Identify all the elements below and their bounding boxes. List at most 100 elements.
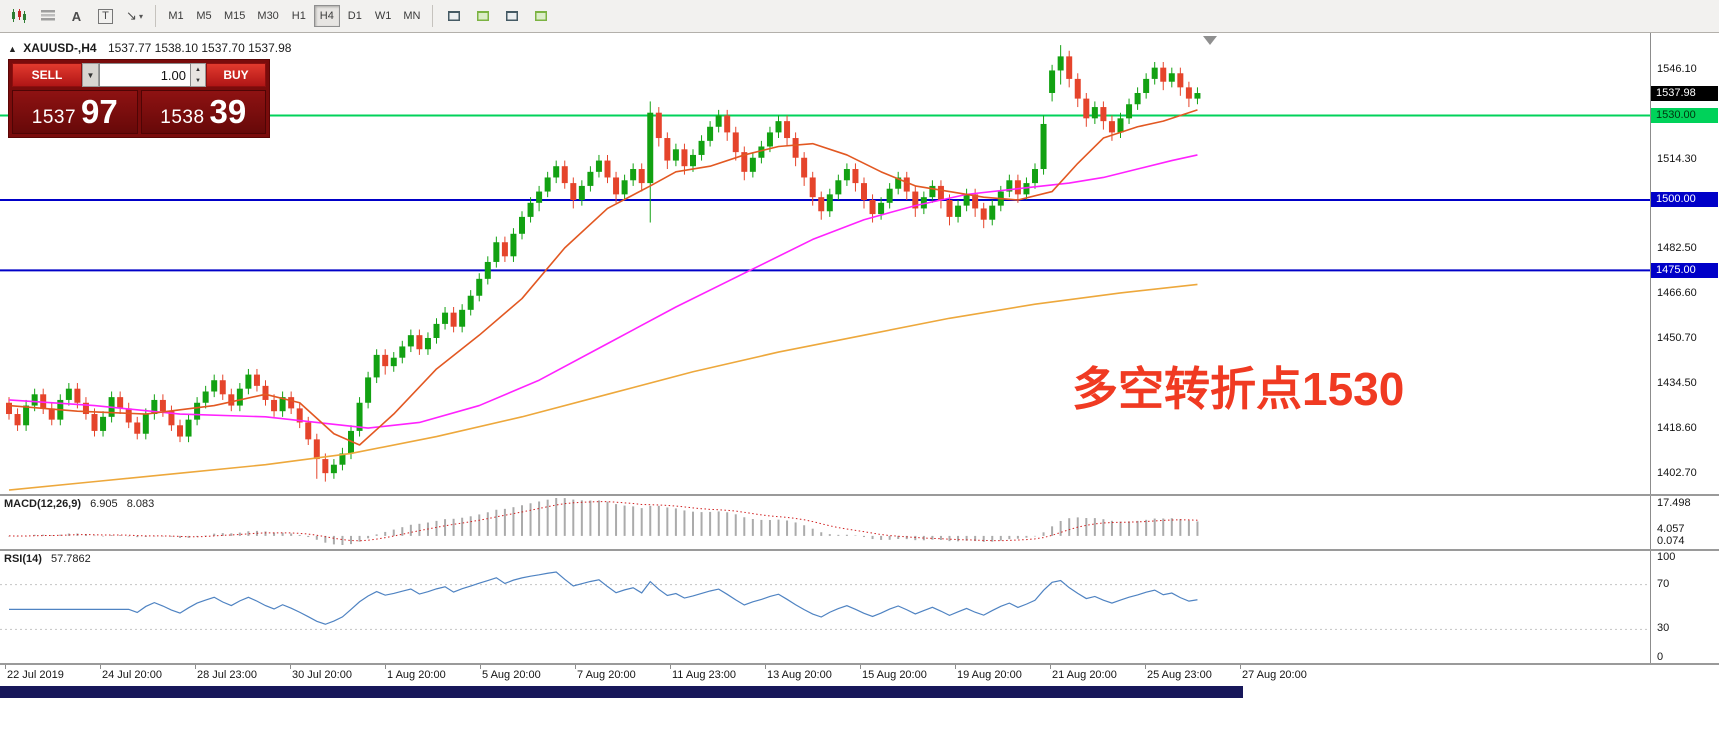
timeframe-button-w1[interactable]: W1 [374,10,392,22]
sell-price-button[interactable]: 1537 97 [12,90,138,134]
timeframe-button-h4[interactable]: H4 [313,5,340,27]
macd-histogram-bar [615,504,618,536]
candle-body [91,414,98,431]
macd-histogram-bar [281,532,284,536]
volume-dropdown-button[interactable]: ▼ [82,63,99,87]
macd-histogram-bar [546,499,549,536]
candlestick-chart-icon[interactable] [5,4,32,28]
timeframe-button-d1[interactable]: D1 [347,10,362,22]
bar-chart-icon[interactable] [34,4,61,28]
main-chart-svg[interactable] [0,33,1650,494]
time-axis-tick [290,665,291,669]
sell-price-main: 1537 [31,107,77,128]
price-axis-label: 1418.60 [1657,422,1697,435]
trade-panel-price-row: 1537 97 1538 39 [12,90,266,134]
macd-histogram-bar [914,535,917,541]
macd-histogram-bar [1136,520,1139,536]
macd-histogram-bar [247,531,250,536]
time-axis-tick [575,665,576,669]
chart-window-icon-2[interactable] [469,4,496,28]
macd-histogram-bar [580,500,583,536]
volume-up-button[interactable]: ▲ [195,66,201,73]
text-box-icon[interactable]: T [92,4,119,28]
chart-shift-marker[interactable] [1203,36,1217,45]
macd-histogram-bar [350,535,352,545]
time-axis-label: 15 Aug 20:00 [862,669,927,681]
macd-histogram-bar [478,514,481,536]
macd-histogram-bar [700,512,703,536]
buy-price-button[interactable]: 1538 39 [140,90,266,134]
candle-body [117,397,124,409]
macd-histogram-bar [401,527,404,536]
macd-main-value: 6.905 [90,498,118,510]
macd-histogram-bar [760,519,763,536]
macd-histogram-bar [307,535,310,538]
candle-body [655,112,662,139]
macd-histogram-bar [409,524,412,536]
macd-histogram-bar [33,534,36,536]
macd-histogram-bar [512,507,515,536]
candle-body [142,414,149,434]
timeframe-button-m5[interactable]: M5 [196,10,212,22]
chart-window-icon-4[interactable] [527,4,554,28]
candle-body [698,140,705,155]
macd-histogram-bar [905,535,908,540]
volume-input[interactable] [99,63,191,87]
draw-arrows-icon[interactable]: ↘ ▾ [126,8,143,23]
trade-panel-top-row: SELL ▼ ▲ ▼ BUY [12,63,266,87]
time-axis-tick [1145,665,1146,669]
candle-body [1074,78,1081,99]
macd-histogram-bar [709,511,712,536]
rsi-panel-separator[interactable] [0,549,1719,551]
candle-body [459,309,466,327]
candle-body [228,394,235,406]
candle-body [74,388,81,403]
macd-scale-label: 17.498 [1657,497,1691,509]
sell-button[interactable]: SELL [12,63,82,87]
candle-body [732,132,739,153]
candle-body [741,152,748,172]
macd-histogram-bar [563,498,566,536]
macd-histogram-bar [119,535,122,536]
toolbar: A T ↘ ▾ M1 M5 M15 M30 H1 H4 D1 W1 MN [0,0,1719,33]
buy-button[interactable]: BUY [206,63,266,87]
time-axis[interactable]: 22 Jul 2019 24 Jul 20:00 28 Jul 23:00 30 Ju… [0,665,1719,685]
timeframe-button-mn[interactable]: MN [403,10,421,22]
timeframe-button-m30[interactable]: M30 [257,10,279,22]
candle-body [288,397,295,409]
macd-histogram-bar [786,520,789,536]
candle-body [202,391,209,403]
timeframe-button-m1[interactable]: M1 [168,10,184,22]
macd-panel-svg[interactable] [0,496,1650,549]
candle-body [570,183,577,200]
toolbar-separator [155,5,156,27]
candle-body [236,388,243,406]
time-axis-tick [1240,665,1241,669]
candle-body [912,191,919,209]
candle-body [1100,107,1107,122]
macd-histogram-bar [59,534,62,536]
macd-histogram-bar [179,535,181,538]
volume-down-button[interactable]: ▼ [195,77,201,84]
chart-window-icon-3[interactable] [498,4,525,28]
macd-histogram-bar [1034,535,1036,537]
chart-window[interactable]: ▲ XAUUSD-,H4 1537.77 1538.10 1537.70 153… [0,33,1719,685]
macd-histogram-bar [974,535,977,542]
price-axis[interactable]: 1546.10 1514.30 1482.50 1466.60 1450.70 1434.… [1651,33,1719,665]
timeframe-button-h1[interactable]: H1 [291,10,306,22]
rsi-panel-svg[interactable] [0,551,1650,663]
text-label-icon[interactable]: A [71,8,82,24]
macd-signal-value: 8.083 [126,498,155,510]
price-axis-label: 1514.30 [1657,152,1697,165]
candle-body [1066,56,1073,79]
candle-body [903,177,910,192]
chart-window-icon-1[interactable] [440,4,467,28]
one-click-collapse-arrow[interactable]: ▲ [8,44,17,54]
candle-body [561,166,568,184]
timeframe-button-m15[interactable]: M15 [224,10,246,22]
macd-label: MACD(12,26,9) [4,498,82,510]
macd-histogram-bar [931,535,934,540]
candle-body [484,261,491,279]
candle-body [766,132,773,147]
macd-panel-separator[interactable] [0,494,1719,496]
